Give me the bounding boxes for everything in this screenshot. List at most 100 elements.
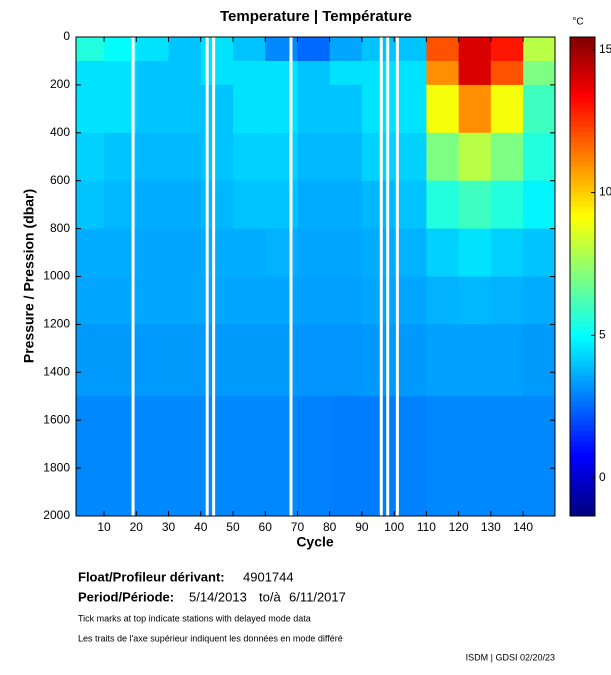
colorbar-segment <box>570 486 595 492</box>
heat-cell <box>329 84 363 134</box>
heat-cell <box>265 37 298 62</box>
x-tick-label: 10 <box>97 520 111 534</box>
colorbar-segment <box>570 171 595 178</box>
heat-cell <box>394 228 427 277</box>
heat-cell <box>168 228 202 277</box>
heat-cell <box>361 396 395 516</box>
footer: ISDM | GDSI 02/20/23 <box>466 652 555 662</box>
heat-cell <box>523 276 555 325</box>
heat-cell <box>136 396 170 516</box>
heat-cell <box>490 60 524 86</box>
colorbar-segment <box>570 136 595 143</box>
colorbar-segment <box>570 506 595 512</box>
heat-cell <box>104 396 137 516</box>
note-en: Tick marks at top indicate stations with… <box>78 613 311 623</box>
x-tick-label: 60 <box>259 520 273 534</box>
colorbar-segment <box>570 386 595 392</box>
heat-cell <box>232 324 266 397</box>
heat-cell <box>458 276 492 325</box>
heat-cell <box>297 37 331 62</box>
heat-cell <box>104 37 137 62</box>
heat-cell <box>426 60 460 86</box>
colorbar-segment <box>570 336 595 342</box>
colorbar-segment <box>570 231 595 238</box>
colorbar-segment <box>570 466 595 472</box>
colorbar-segment <box>570 291 595 297</box>
period-end: 6/11/2017 <box>289 589 346 604</box>
colorbar-segment <box>570 56 595 63</box>
colorbar-segment <box>570 266 595 273</box>
colorbar-segment <box>570 156 595 163</box>
x-tick-label: 90 <box>355 520 369 534</box>
heat-cell <box>523 396 555 516</box>
colorbar-segment <box>570 86 595 93</box>
colorbar-segment <box>570 271 595 277</box>
heat-cell <box>426 84 460 134</box>
x-tick-label: 100 <box>384 520 404 534</box>
heat-cell <box>104 276 137 325</box>
colorbar-segment <box>570 241 595 248</box>
colorbar-segment <box>570 176 595 183</box>
heat-cell <box>297 84 331 134</box>
heat-cell <box>168 37 202 62</box>
heat-cell <box>76 84 105 134</box>
heat-cell <box>361 228 395 277</box>
heat-cell <box>394 132 427 182</box>
x-axis-label: Cycle <box>296 534 334 550</box>
x-tick-label: 30 <box>162 520 176 534</box>
colorbar-segment <box>570 296 595 302</box>
heat-cell <box>232 37 266 62</box>
colorbar-segment <box>570 111 595 118</box>
heat-cell <box>265 180 298 230</box>
heat-cell <box>200 396 234 516</box>
colorbar-segment <box>570 511 595 517</box>
heat-cell <box>490 84 524 134</box>
heat-cell <box>394 180 427 230</box>
heat-cell <box>297 396 331 516</box>
heat-cell <box>200 84 234 134</box>
colorbar-segment <box>570 37 595 43</box>
heat-cell <box>426 396 460 516</box>
colorbar-segment <box>570 431 595 437</box>
colorbar-segment <box>570 461 595 467</box>
colorbar-segment <box>570 496 595 502</box>
colorbar-segment <box>570 306 595 312</box>
x-tick-label: 110 <box>417 520 436 534</box>
colorbar-segment <box>570 421 595 427</box>
colorbar-segment <box>570 106 595 113</box>
colorbar-segment <box>570 181 595 188</box>
colorbar-segment <box>570 356 595 362</box>
chart-title: Temperature | Température <box>220 8 412 25</box>
heat-cell <box>76 37 105 62</box>
colorbar-segment <box>570 321 595 327</box>
colorbar-segment <box>570 286 595 292</box>
heat-cell <box>297 180 331 230</box>
heat-cell <box>329 324 363 397</box>
heat-cell <box>136 276 170 325</box>
y-axis-label: Pressure / Pression (dbar) <box>21 189 37 363</box>
heat-cell <box>76 228 105 277</box>
y-tick-label: 1000 <box>43 269 70 283</box>
heat-cell <box>200 132 234 182</box>
heat-cell <box>200 60 234 86</box>
heat-cell <box>76 132 105 182</box>
colorbar-segment <box>570 491 595 497</box>
colorbar-segment <box>570 216 595 223</box>
heat-cell <box>265 396 298 516</box>
heat-cell <box>200 228 234 277</box>
colorbar-frame <box>569 36 596 517</box>
heat-cell <box>200 324 234 397</box>
colorbar-segment <box>570 416 595 422</box>
heat-cell <box>265 324 298 397</box>
heat-cell <box>361 180 395 230</box>
heat-cell <box>136 132 170 182</box>
heat-cell <box>329 132 363 182</box>
colorbar-segment <box>570 346 595 352</box>
heat-cell <box>458 180 492 230</box>
heat-cell <box>523 228 555 277</box>
heat-cell <box>490 228 524 277</box>
heat-cell <box>458 396 492 516</box>
heat-cell <box>329 228 363 277</box>
heat-cell <box>458 84 492 134</box>
heat-cell <box>329 180 363 230</box>
